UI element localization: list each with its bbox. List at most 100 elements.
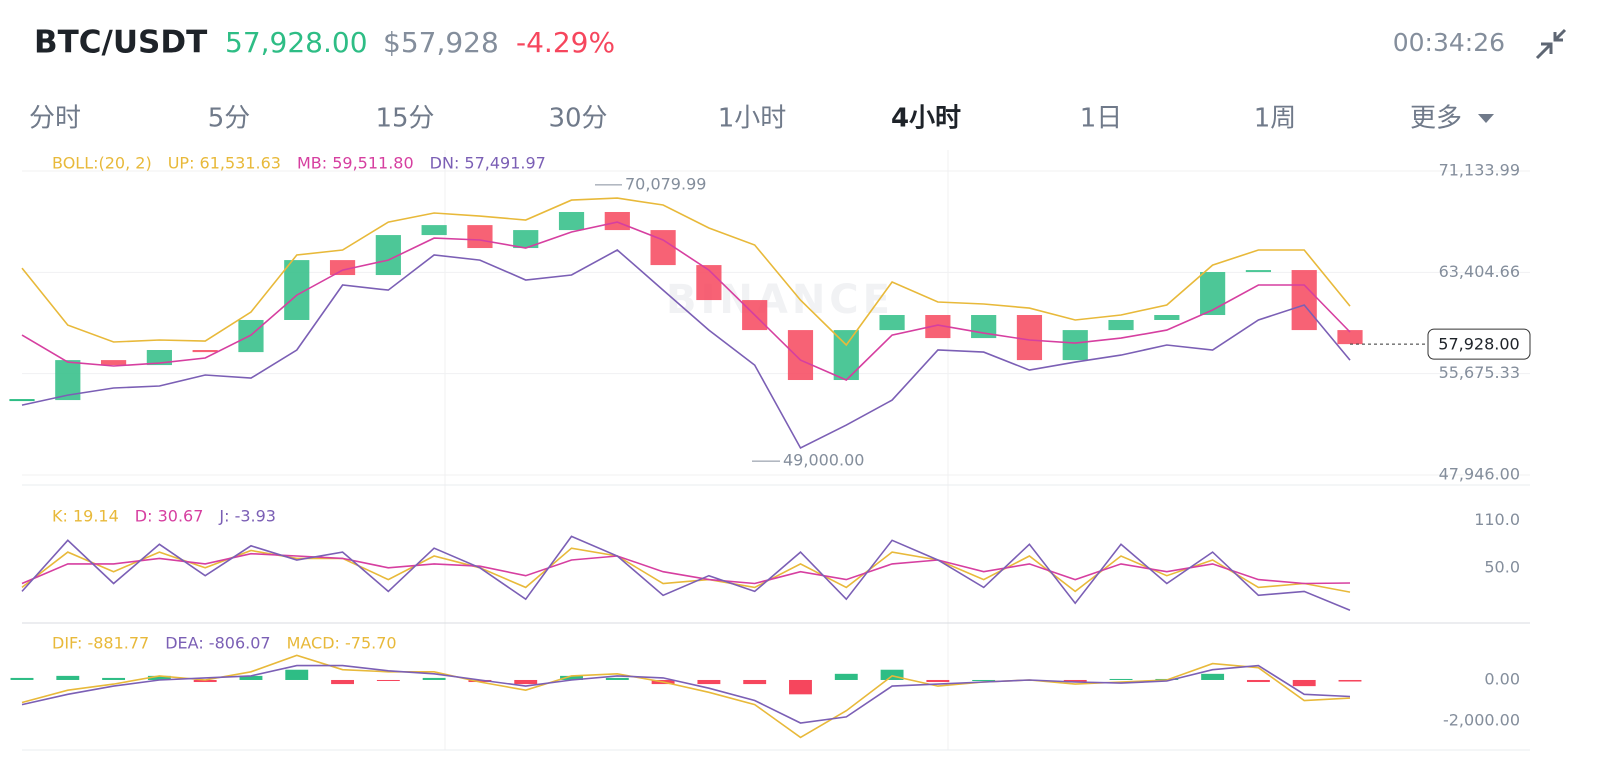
candle [879,315,905,331]
candle [238,319,264,353]
candle [100,360,127,366]
candle [9,399,35,402]
y-tick-label: 110.0 [1474,510,1520,529]
tab[interactable]: 30分 [548,104,607,134]
macd-bar [1063,679,1087,683]
macd-bar [926,679,950,683]
macd-bar [514,679,538,685]
candle [650,230,676,266]
candle [925,315,951,339]
macd-bar [1201,673,1225,680]
interval-tabs: 分时 5分 15分 30分 1小时 4小时 1日 1周 更多 [29,104,1462,134]
macd-bar [331,679,354,685]
max-label: 70,079.99 [625,174,706,193]
macd-bar [789,679,812,695]
price: 57,928.00 [225,26,368,59]
min-label: 49,000.00 [783,451,864,470]
icon-stroke [1553,32,1563,42]
tab[interactable]: 4小时 [891,104,961,134]
y-tick-label: 47,946.00 [1439,464,1520,483]
candle [1108,319,1134,331]
tab[interactable]: 更多 [1410,104,1462,134]
tab[interactable]: 1周 [1254,104,1297,134]
legend-entry: UP: 61,531.63 [168,154,281,173]
candle [1245,270,1272,273]
macd-bar [743,679,767,685]
macd-bar [239,675,263,680]
legend-entry: MB: 59,511.80 [297,154,414,173]
candle [1291,270,1317,331]
indicator-line [21,664,1351,724]
y-tick-label: 55,675.33 [1439,363,1520,382]
macd-bar [1109,678,1133,680]
collapse-icon[interactable] [1535,28,1567,60]
last-price-label: 57,928.00 [1438,335,1519,354]
legend-entry: D: 30.67 [135,507,204,526]
candle [192,350,218,353]
candle [375,235,401,276]
indicator-line [21,249,1351,450]
candle [329,260,356,276]
legend-entry: BOLL:(20, 2) [52,154,152,173]
indicator-line [21,547,1351,593]
macd-bar [285,669,309,680]
candle [1062,330,1088,361]
tab[interactable]: 分时 [29,104,81,134]
legend-entry: DEA: -806.07 [165,634,270,653]
candle [1154,315,1180,320]
tab[interactable]: 15分 [375,104,434,134]
y-tick-label: 0.00 [1484,669,1520,688]
candle [1016,315,1043,361]
legend-entry: DIF: -881.77 [52,634,149,653]
symbol: BTC/USDT [34,25,207,61]
macd-bar [1292,679,1316,687]
macd-bar [1246,679,1270,683]
legend-entry: MACD: -75.70 [287,634,397,653]
macd-bar [834,673,858,680]
indicator-line [21,552,1351,585]
macd-bar [422,677,446,680]
macd-bar [605,677,629,680]
change: -4.29% [516,26,615,59]
macd-bar [56,675,80,680]
tab[interactable]: 5分 [208,104,251,134]
tab[interactable]: 1日 [1080,104,1123,134]
candle [467,225,493,249]
macd-bar [972,679,996,681]
macd-bar [697,679,721,685]
candle [558,211,585,231]
candle [1200,272,1226,316]
indicator-line [21,197,1351,347]
legend-entry: DN: 57,491.97 [430,154,546,173]
indicator-line [21,221,1351,381]
clock: 00:34:26 [1393,28,1505,57]
candle [421,225,447,236]
macd-bar [560,675,583,680]
candle [787,330,814,381]
y-tick-label: 71,133.99 [1439,161,1520,180]
macd-bar [1338,679,1362,682]
more-arrow[interactable] [1478,114,1494,123]
candle [604,211,630,231]
candle [1337,330,1363,345]
candle [146,350,172,366]
macd-bar [880,669,904,680]
candle [833,330,859,381]
y-tick-label: -2,000.00 [1443,710,1520,729]
macd-bar [10,677,34,680]
macd-bar [193,679,217,683]
legend-entry: J: -3.93 [218,507,276,526]
indicator-line [21,654,1351,739]
tab[interactable]: 1小时 [718,104,787,134]
candle [513,230,539,249]
icon-stroke [1535,28,1567,60]
macd-bar [102,677,126,680]
macd-bar [147,675,171,680]
macd-bar [468,679,492,683]
last-price-box [1427,328,1531,360]
y-tick-label: 50.0 [1484,557,1520,576]
y-tick-label: 63,404.66 [1439,262,1520,281]
usd-price: $57,928 [383,26,499,59]
